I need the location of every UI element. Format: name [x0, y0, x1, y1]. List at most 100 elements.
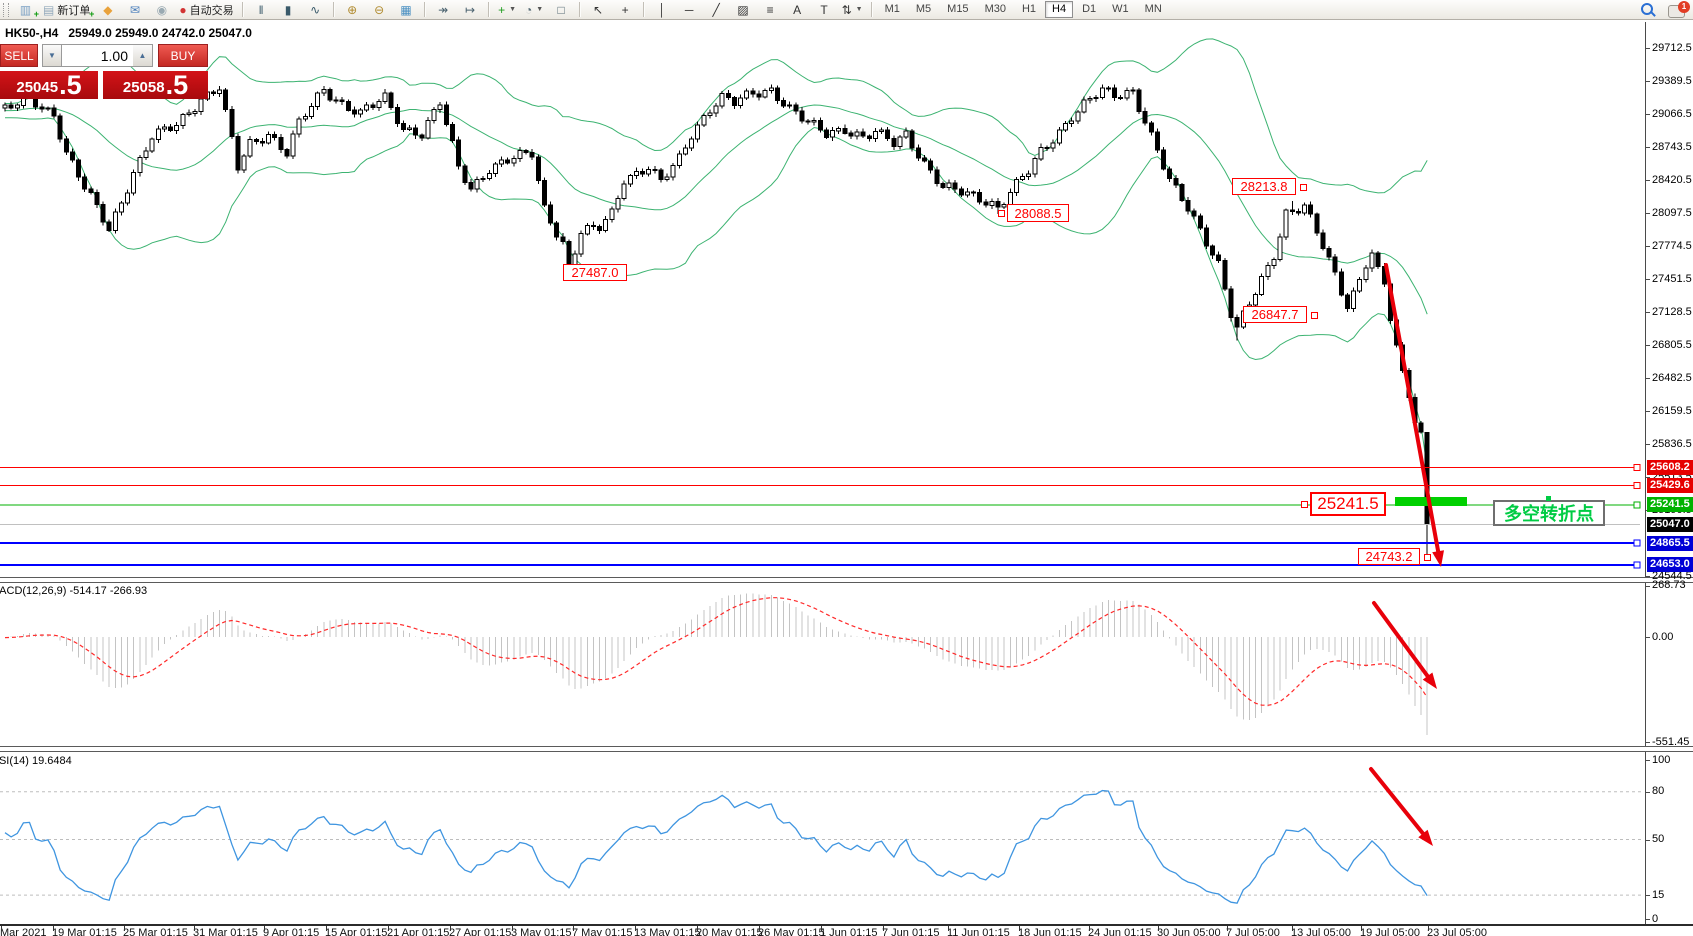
- volume-increase-button[interactable]: ▲: [133, 44, 153, 67]
- zoom-in-icon-glyph: ⊕: [347, 2, 358, 17]
- chart-shift-icon[interactable]: ↦: [457, 0, 484, 19]
- price-label-26847.7[interactable]: 26847.7: [1243, 306, 1307, 323]
- toolbar-separator: [578, 2, 581, 17]
- price-tick-label: 27451.5: [1652, 272, 1692, 285]
- macd-signal-line: [4, 597, 1428, 706]
- indicators-icon-dropdown[interactable]: ▼: [509, 6, 517, 13]
- time-axis-label: 30 Jun 05:00: [1157, 927, 1221, 936]
- price-label-24743.2[interactable]: 24743.2: [1358, 548, 1420, 565]
- volume-input[interactable]: [62, 44, 133, 67]
- timeframe-D1[interactable]: D1: [1082, 3, 1097, 15]
- price-tag-24865.5: 24865.5: [1647, 535, 1693, 551]
- zoom-out-icon[interactable]: ⊖: [366, 0, 393, 19]
- channel-icon[interactable]: ▨: [730, 0, 757, 19]
- new-order-button[interactable]: ▤ + 新订单: [39, 0, 94, 19]
- sell-button[interactable]: SELL: [0, 44, 38, 67]
- new-chart-icon[interactable]: ▥ +: [12, 0, 39, 19]
- periods-icon-glyph: ◔: [525, 2, 533, 17]
- arrows-icon-dropdown[interactable]: ▼: [855, 6, 863, 13]
- auto-scroll-icon[interactable]: ↠: [430, 0, 457, 19]
- indicators-icon-glyph: +: [498, 2, 506, 17]
- time-axis-label: 19 Jul 05:00: [1360, 927, 1420, 936]
- line-chart-icon[interactable]: ∿: [302, 0, 329, 19]
- mql5-mail-icon[interactable]: ✉: [121, 0, 148, 19]
- zoom-in-icon[interactable]: ⊕: [339, 0, 366, 19]
- market-icon[interactable]: ◆: [94, 0, 121, 19]
- cursor-icon[interactable]: ↖: [585, 0, 612, 19]
- price-label-27487.0[interactable]: 27487.0: [563, 264, 627, 281]
- toolbar-grip[interactable]: [3, 2, 9, 17]
- sell-price-display[interactable]: 25045.5: [0, 71, 98, 99]
- axis-tick: [1645, 114, 1650, 115]
- autotrading-button[interactable]: ● 自动交易: [175, 0, 237, 19]
- time-axis-tick: [1019, 926, 1020, 931]
- signals-icon[interactable]: ◉: [148, 0, 175, 19]
- time-axis-tick: [1361, 926, 1362, 931]
- price-label-28213.8[interactable]: 28213.8: [1232, 178, 1296, 195]
- search-icon[interactable]: [1640, 2, 1656, 18]
- bar-chart-icon[interactable]: ‖: [248, 0, 275, 19]
- macd-histogram: [4, 593, 1428, 735]
- periods-icon[interactable]: ◔ ▼: [521, 0, 548, 19]
- fibonacci-icon[interactable]: ≡: [757, 0, 784, 19]
- panel-separator-macd-rsi[interactable]: [0, 746, 1693, 752]
- time-axis-tick: [388, 926, 389, 931]
- timeframe-W1[interactable]: W1: [1112, 3, 1129, 15]
- zoom-out-icon-glyph: ⊖: [374, 2, 385, 17]
- time-axis-label: 19 Mar 01:15: [52, 927, 117, 936]
- time-axis-tick: [326, 926, 327, 931]
- time-axis-tick: [635, 926, 636, 931]
- time-axis-tick: [759, 926, 760, 931]
- axis-tick: [1645, 742, 1650, 744]
- time-axis-label: 11 Jun 01:15: [947, 927, 1010, 936]
- price-tick-label: 29389.5: [1652, 74, 1692, 87]
- toolbar-separator: [487, 2, 490, 17]
- time-axis-tick: [1428, 926, 1429, 931]
- timeframe-MN[interactable]: MN: [1144, 3, 1162, 15]
- trend-arrows[interactable]: [1369, 263, 1444, 846]
- time-axis-tick: [883, 926, 884, 931]
- chat-icon[interactable]: 1: [1668, 1, 1690, 18]
- new-order-button-label: 新订单: [57, 4, 91, 17]
- time-axis-label: 25 Mar 01:15: [123, 927, 188, 936]
- periods-icon-dropdown[interactable]: ▼: [536, 6, 544, 13]
- arrows-icon[interactable]: ⇅ ▼: [838, 0, 867, 19]
- axis-tick: [1645, 576, 1650, 577]
- rsi-indicator-label: RSI(14) 19.6484: [0, 755, 72, 767]
- horizontal-line-icon[interactable]: ─: [676, 0, 703, 19]
- horizontal-level-lines[interactable]: [0, 463, 1641, 569]
- timeframe-M30[interactable]: M30: [984, 3, 1006, 15]
- time-axis-label: 24 Jun 01:15: [1088, 927, 1152, 936]
- price-tick-label: 28097.5: [1652, 206, 1692, 219]
- price-label-25241.5[interactable]: 25241.5: [1310, 492, 1386, 516]
- price-label-anchor: [1311, 311, 1318, 319]
- toolbar-separator: [870, 2, 873, 17]
- time-axis-tick: [948, 926, 949, 931]
- panel-separator-main-macd[interactable]: [0, 577, 1693, 583]
- time-axis-tick: [450, 926, 451, 931]
- note-text-label[interactable]: 多空转折点: [1493, 500, 1605, 526]
- label-icon[interactable]: T: [811, 0, 838, 19]
- trendline-icon[interactable]: ╱: [703, 0, 730, 19]
- timeframe-M15[interactable]: M15: [947, 3, 969, 15]
- price-label-28088.5[interactable]: 28088.5: [1007, 204, 1069, 222]
- buy-price-display[interactable]: 25058.5: [103, 71, 208, 99]
- axis-tick: [1645, 147, 1650, 148]
- candlestick-chart-icon[interactable]: ▮: [275, 0, 302, 19]
- templates-icon[interactable]: □: [548, 0, 575, 19]
- timeframe-H4[interactable]: H4: [1045, 1, 1074, 18]
- indicators-icon[interactable]: + ▼: [494, 0, 521, 19]
- text-icon[interactable]: A: [784, 0, 811, 19]
- crosshair-icon[interactable]: +: [612, 0, 639, 19]
- rsi-line: [4, 789, 1428, 904]
- volume-decrease-button[interactable]: ▼: [42, 44, 62, 67]
- time-axis-label: 18 Jun 01:15: [1018, 927, 1082, 936]
- tile-windows-icon[interactable]: ▦: [393, 0, 420, 19]
- search-icon-circle: [1641, 3, 1653, 15]
- buy-button[interactable]: BUY: [158, 44, 208, 67]
- vertical-line-icon[interactable]: │: [649, 0, 676, 19]
- timeframe-M5[interactable]: M5: [915, 3, 932, 15]
- timeframe-H1[interactable]: H1: [1021, 3, 1037, 15]
- timeframe-M1[interactable]: M1: [884, 3, 900, 15]
